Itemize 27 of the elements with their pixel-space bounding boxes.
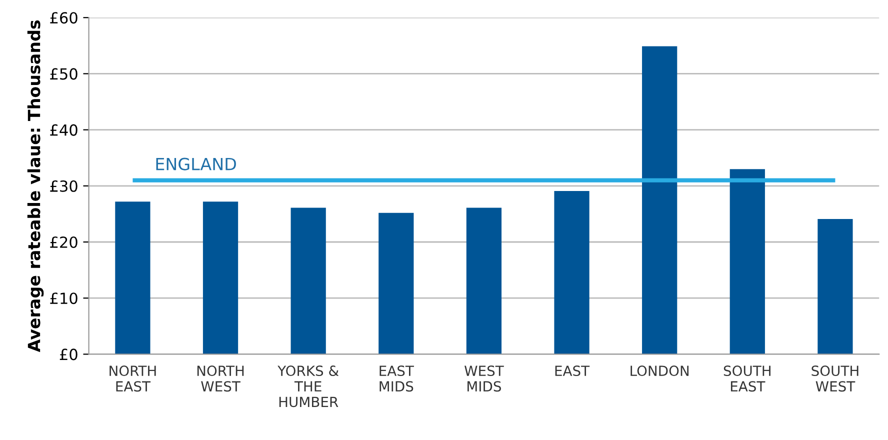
y-tick-label: £30 xyxy=(50,180,78,192)
y-tick-label: £40 xyxy=(50,124,78,136)
bar xyxy=(730,169,765,354)
x-tick-label: SOUTH WEST xyxy=(812,366,858,392)
x-tick-label: EAST MIDS xyxy=(380,366,414,392)
bar xyxy=(378,212,414,354)
y-tick-label: £50 xyxy=(50,68,78,80)
y-axis-title: Average rateable vlaue: Thousands xyxy=(27,20,44,352)
bar xyxy=(818,219,853,354)
x-tick-label: WEST MIDS xyxy=(464,366,504,392)
x-tick-label: YORKS & THE HUMBER xyxy=(278,366,339,408)
bar xyxy=(642,46,678,354)
y-tick-label: £0 xyxy=(60,348,78,360)
x-tick-label: LONDON xyxy=(630,366,689,376)
y-tick-label: £60 xyxy=(50,12,78,24)
ref-line-label: ENGLAND xyxy=(156,158,236,170)
bar xyxy=(202,202,238,354)
y-tick-label: £10 xyxy=(50,292,78,304)
bar xyxy=(290,208,326,354)
bar xyxy=(115,202,150,354)
bar xyxy=(466,208,502,354)
bar xyxy=(554,190,590,354)
x-tick-label: NORTH EAST xyxy=(110,366,156,392)
y-tick-label: £20 xyxy=(50,236,78,248)
x-tick-label: NORTH WEST xyxy=(197,366,244,392)
x-tick-label: EAST xyxy=(555,366,590,376)
x-tick-label: SOUTH EAST xyxy=(724,366,770,392)
